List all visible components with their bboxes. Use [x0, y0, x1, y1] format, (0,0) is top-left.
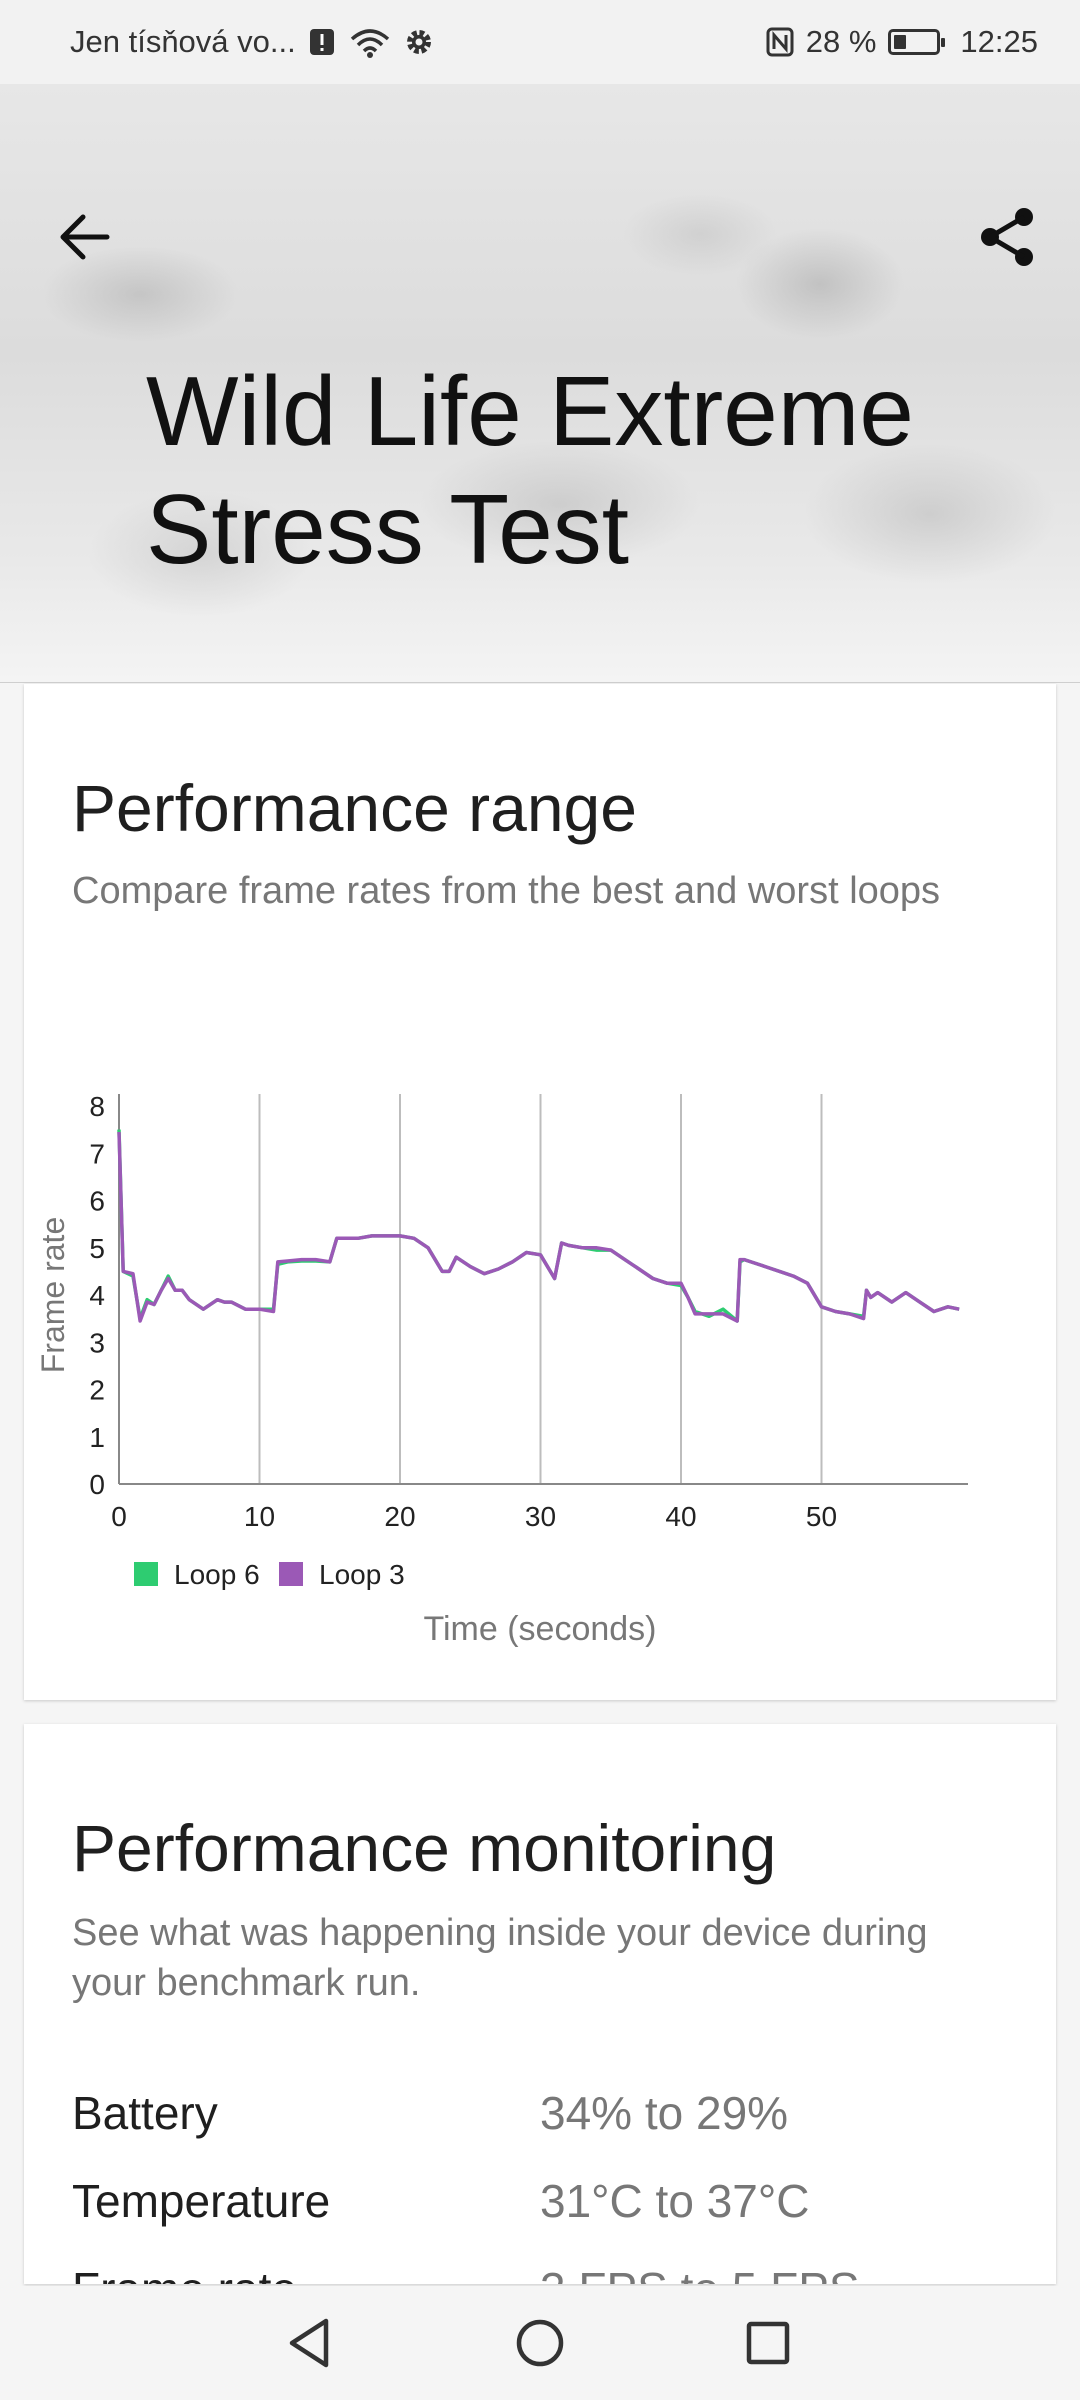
y-tick-label: 8 — [89, 1091, 105, 1122]
legend-swatch — [279, 1562, 303, 1586]
x-tick-label: 0 — [111, 1501, 127, 1532]
battery-percent: 28 % — [805, 24, 877, 59]
wifi-icon — [348, 25, 392, 59]
nav-home-button[interactable] — [505, 2308, 575, 2378]
y-tick-label: 3 — [89, 1327, 105, 1358]
legend-label: Loop 6 — [174, 1559, 260, 1590]
alert-icon — [308, 27, 336, 57]
y-axis-label: Frame rate — [35, 1217, 71, 1373]
gear-icon — [404, 27, 434, 57]
metric-label: Battery — [72, 2087, 218, 2139]
y-tick-label: 6 — [89, 1186, 105, 1217]
performance-range-subtitle: Compare frame rates from the best and wo… — [72, 870, 941, 912]
metric-row-temperature: Temperature 31°C to 37°C — [72, 2174, 1032, 2234]
frame-rate-chart-svg: 0 10 20 30 40 50 0 1 2 3 4 5 6 7 8 Frame rate Loop 6 Loop… — [35, 1091, 968, 1648]
x-tick-label: 10 — [244, 1501, 275, 1532]
performance-range-card: Performance range Compare frame rates fr… — [24, 684, 1056, 1700]
system-nav-bar — [0, 2286, 1080, 2400]
y-tick-label: 2 — [89, 1375, 105, 1406]
metric-label: Temperature — [72, 2175, 331, 2227]
nfc-icon — [766, 27, 794, 57]
performance-monitoring-card: Performance monitoring See what was happ… — [24, 1724, 1056, 2284]
performance-monitoring-subtitle: See what was happening inside your devic… — [72, 1912, 928, 2004]
x-tick-label: 30 — [525, 1501, 556, 1532]
series-line-loop-3 — [117, 1131, 960, 1323]
arrow-left-icon — [60, 214, 110, 260]
carrier-text: Jen tísňová vo... — [70, 24, 296, 59]
metric-value: 34% to 29% — [540, 2087, 789, 2139]
home-circle-icon — [516, 2319, 564, 2367]
y-tick-label: 0 — [89, 1469, 105, 1500]
page-title: Wild Life Extreme Stress Test — [146, 352, 1026, 588]
battery-icon — [888, 29, 946, 55]
metric-row-battery: Battery 34% to 29% — [72, 2086, 1032, 2146]
y-tick-label: 1 — [89, 1422, 105, 1453]
status-right: 28 % 12:25 — [766, 24, 1038, 60]
share-icon — [981, 208, 1033, 266]
metric-value: 31°C to 37°C — [540, 2175, 810, 2227]
frame-rate-chart: 0 10 20 30 40 50 0 1 2 3 4 5 6 7 8 Frame rate Loop 6 Loop… — [24, 684, 1056, 1700]
status-time: 12:25 — [960, 24, 1038, 59]
page-title-line-1: Wild Life Extreme — [146, 356, 914, 466]
recents-square-icon — [746, 2321, 790, 2365]
nav-recents-button[interactable] — [733, 2308, 803, 2378]
metric-value: 3 FPS to 5 FPS — [540, 2262, 860, 2284]
legend-label: Loop 3 — [319, 1559, 405, 1590]
page-title-line-2: Stress Test — [146, 474, 629, 584]
hero-header: Wild Life Extreme Stress Test — [0, 84, 1080, 683]
status-bar: Jen tísňová vo... 28 % 12:25 — [0, 0, 1080, 84]
series-line-loop-6 — [117, 1129, 960, 1323]
back-triangle-icon — [289, 2318, 329, 2368]
performance-monitoring-title: Performance monitoring — [72, 1811, 777, 1885]
legend-swatch — [134, 1562, 158, 1586]
back-button[interactable] — [44, 197, 124, 277]
x-axis-label: Time (seconds) — [423, 1610, 656, 1648]
performance-range-title: Performance range — [72, 771, 637, 845]
y-tick-label: 7 — [89, 1138, 105, 1169]
y-tick-label: 4 — [89, 1280, 105, 1311]
x-tick-label: 20 — [384, 1501, 415, 1532]
nav-back-button[interactable] — [274, 2308, 344, 2378]
y-tick-label: 5 — [89, 1233, 105, 1264]
share-button[interactable] — [968, 197, 1048, 277]
metric-row-frame-rate: Frame rate 3 FPS to 5 FPS — [72, 2262, 1032, 2284]
status-left: Jen tísňová vo... — [70, 24, 434, 60]
x-tick-label: 50 — [806, 1501, 837, 1532]
metric-label: Frame rate — [72, 2262, 540, 2284]
x-tick-label: 40 — [665, 1501, 696, 1532]
